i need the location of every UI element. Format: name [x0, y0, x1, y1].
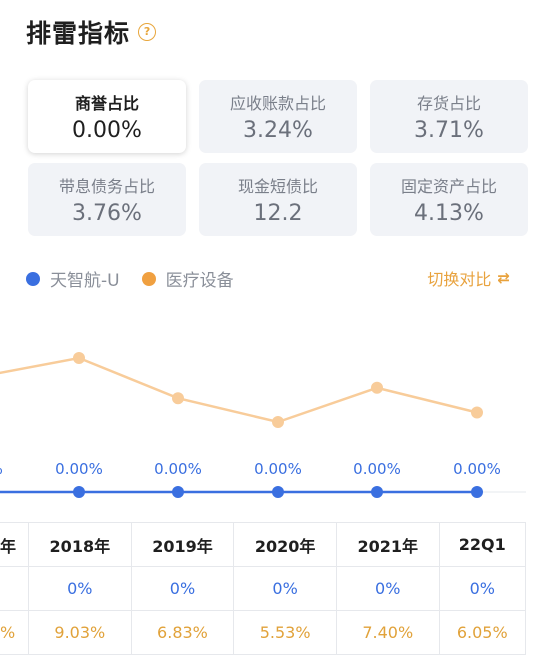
series-point-industry[interactable] — [172, 392, 184, 405]
compare-icon: ⇄ — [497, 269, 510, 287]
series-point-industry[interactable] — [272, 416, 284, 428]
metric-value: 3.24% — [243, 118, 313, 143]
table-cell: 0% — [233, 566, 337, 611]
series-point-industry[interactable] — [73, 352, 85, 364]
table-cell: 6.83% — [130, 610, 235, 655]
metric-card-inventory[interactable]: 存货占比 3.71% — [370, 80, 528, 153]
data-label-company: 0.00% — [353, 460, 401, 478]
table-cell: % — [0, 610, 29, 655]
data-label-company: 0.00% — [154, 460, 202, 478]
help-icon[interactable]: ? — [138, 23, 157, 41]
metric-card-interest-debt[interactable]: 带息债务占比 3.76% — [28, 163, 186, 236]
data-label-company: 0.00% — [0, 460, 3, 478]
metric-value: 0.00% — [72, 118, 142, 143]
series-point-industry[interactable] — [471, 406, 483, 419]
legend-label: 医疗设备 — [165, 271, 234, 291]
metric-value: 3.76% — [72, 201, 142, 226]
metric-card-receivables[interactable]: 应收账款占比 3.24% — [199, 80, 357, 153]
metric-label: 应收账款占比 — [229, 94, 326, 113]
metric-value: 3.71% — [414, 118, 484, 143]
table-cell: 0% — [438, 566, 527, 611]
compare-toggle-button[interactable]: 切换对比 ⇄ — [427, 266, 510, 290]
metric-grid: 商誉占比 0.00% 应收账款占比 3.24% 存货占比 3.71% 带息债务占… — [28, 80, 528, 236]
data-label-company: 0.00% — [453, 460, 501, 478]
series-point-company[interactable] — [272, 486, 284, 498]
table-header-row: 年 2018年 2019年 2020年 2021年 22Q1 — [0, 522, 527, 567]
metric-card-cash-short-debt[interactable]: 现金短债比 12.2 — [199, 163, 357, 236]
metric-label: 现金短债比 — [237, 177, 318, 196]
table-cell: 2019年 — [130, 522, 235, 567]
legend-item-industry[interactable]: 医疗设备 — [141, 266, 234, 291]
table-cell: 5.53% — [233, 610, 337, 655]
line-chart: 0.00% 0.00% 0.00% 0.00% 0.00% 0.00% — [0, 352, 526, 498]
toggle-label: 切换对比 — [427, 270, 492, 289]
metric-label: 带息债务占比 — [58, 177, 155, 196]
series-line-industry — [0, 356, 478, 424]
table-row: % 9.03% 6.83% 5.53% 7.40% 6.05% — [0, 610, 527, 655]
table-cell: 6.05% — [438, 610, 527, 655]
table-row: 0% 0% 0% 0% 0% — [0, 566, 527, 611]
series-point-industry[interactable] — [371, 381, 383, 394]
chart-legend: 天智航-U 医疗设备 — [26, 266, 256, 291]
series-point-company[interactable] — [172, 486, 184, 498]
table-cell: 2018年 — [28, 522, 132, 567]
table-cell: 年 — [0, 522, 29, 567]
series-point-company[interactable] — [371, 486, 383, 498]
table-cell: 0% — [28, 566, 132, 611]
table-cell: 0% — [335, 566, 440, 611]
metric-label: 固定资产占比 — [400, 177, 497, 196]
data-label-company: 0.00% — [254, 460, 302, 478]
legend-dot-icon — [141, 271, 156, 286]
section-header: 排雷指标 ? — [26, 14, 157, 50]
series-point-company[interactable] — [471, 486, 483, 498]
table-cell: 7.40% — [335, 610, 440, 655]
metric-label: 存货占比 — [416, 94, 481, 113]
metric-value: 12.2 — [253, 201, 303, 226]
metric-card-fixed-assets[interactable]: 固定资产占比 4.13% — [370, 163, 528, 236]
table-cell: 2020年 — [233, 522, 337, 567]
legend-label: 天智航-U — [50, 271, 120, 291]
metric-label: 商誉占比 — [74, 94, 139, 113]
legend-item-company[interactable]: 天智航-U — [26, 266, 120, 291]
table-cell: 2021年 — [335, 522, 440, 567]
legend-dot-icon — [26, 271, 40, 286]
series-point-company[interactable] — [73, 486, 85, 498]
table-cell: 22Q1 — [438, 522, 527, 567]
metric-value: 4.13% — [414, 201, 484, 226]
data-label-company: 0.00% — [55, 460, 103, 478]
metric-card-goodwill[interactable]: 商誉占比 0.00% — [28, 80, 186, 153]
page-title: 排雷指标 — [26, 19, 131, 48]
data-table: 年 2018年 2019年 2020年 2021年 22Q1 0% 0% 0% … — [0, 522, 527, 655]
table-cell: 0% — [130, 566, 235, 611]
table-cell: 9.03% — [28, 610, 132, 655]
table-cell — [0, 566, 29, 611]
